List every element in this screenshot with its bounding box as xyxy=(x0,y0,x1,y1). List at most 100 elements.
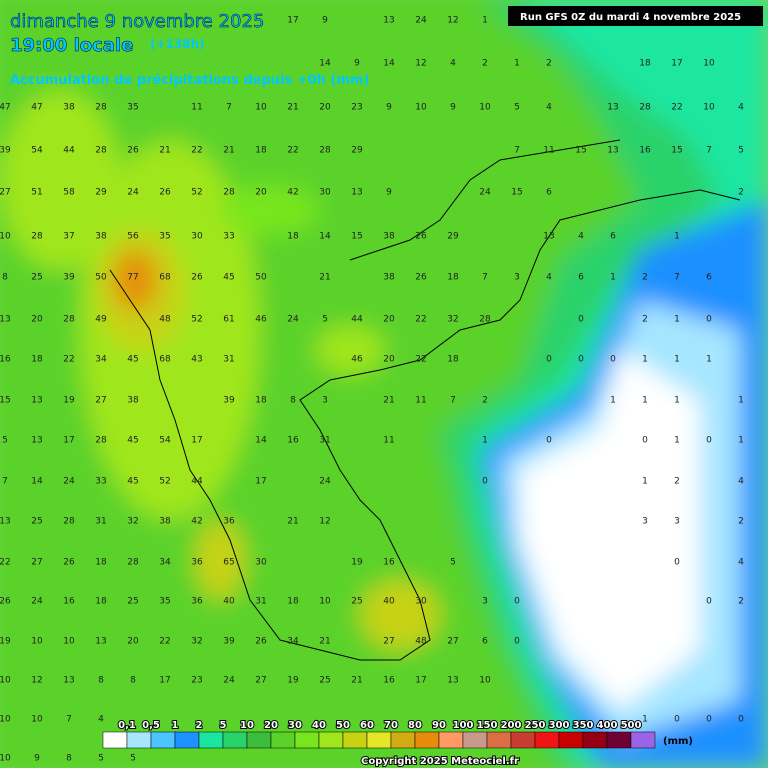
grid-value: 28 xyxy=(63,517,75,527)
legend-label: 90 xyxy=(432,720,446,731)
grid-value: 23 xyxy=(351,103,362,113)
subtitle: Accumulation de précipitations depuis +0… xyxy=(10,73,369,88)
grid-value: 0 xyxy=(514,597,520,607)
grid-value: 44 xyxy=(63,146,75,156)
grid-value: 20 xyxy=(383,315,395,325)
grid-value: 25 xyxy=(127,597,138,607)
grid-value: 24 xyxy=(223,676,235,686)
grid-value: 20 xyxy=(319,103,331,113)
grid-value: 14 xyxy=(31,477,43,487)
grid-value: 9 xyxy=(34,754,40,764)
legend-label: 500 xyxy=(621,720,642,731)
grid-value: 58 xyxy=(63,188,75,198)
legend-label: 300 xyxy=(549,720,570,731)
grid-value: 46 xyxy=(351,355,363,365)
grid-value: 24 xyxy=(63,477,75,487)
grid-value: 33 xyxy=(223,232,234,242)
grid-value: 1 xyxy=(706,355,712,365)
grid-value: 1 xyxy=(514,59,520,69)
legend-label: 60 xyxy=(360,720,374,731)
grid-value: 18 xyxy=(31,355,43,365)
legend-label: 70 xyxy=(384,720,398,731)
grid-value: 27 xyxy=(0,188,11,198)
grid-value: 26 xyxy=(255,637,267,647)
grid-value: 52 xyxy=(191,188,202,198)
grid-value: 21 xyxy=(319,273,330,283)
legend-swatch xyxy=(510,731,536,749)
grid-value: 27 xyxy=(447,637,458,647)
grid-value: 0 xyxy=(578,315,584,325)
grid-value: 30 xyxy=(255,558,267,568)
grid-value: 16 xyxy=(383,676,395,686)
grid-value: 13 xyxy=(31,396,42,406)
legend-swatch xyxy=(390,731,416,749)
legend-swatch xyxy=(366,731,392,749)
grid-value: 39 xyxy=(223,637,235,647)
grid-value: 13 xyxy=(63,676,74,686)
grid-value: 11 xyxy=(415,396,426,406)
grid-value: 29 xyxy=(447,232,459,242)
grid-value: 15 xyxy=(511,188,522,198)
grid-value: 1 xyxy=(674,436,680,446)
grid-value: 7 xyxy=(482,273,488,283)
grid-value: 21 xyxy=(223,146,234,156)
grid-value: 13 xyxy=(383,16,394,26)
grid-value: 0 xyxy=(706,436,712,446)
grid-value: 2 xyxy=(482,396,488,406)
grid-value: 56 xyxy=(127,232,139,242)
grid-value: 0 xyxy=(642,436,648,446)
grid-value: 15 xyxy=(575,146,586,156)
legend-label: 5 xyxy=(220,720,227,731)
legend-swatch xyxy=(102,731,128,749)
grid-value: 10 xyxy=(31,637,43,647)
grid-value: 22 xyxy=(191,146,202,156)
legend-label: 50 xyxy=(336,720,350,731)
grid-value: 31 xyxy=(223,355,234,365)
grid-value: 24 xyxy=(31,597,43,607)
grid-value: 7 xyxy=(450,396,456,406)
grid-value: 22 xyxy=(415,315,426,325)
grid-value: 34 xyxy=(159,558,171,568)
legend-label: 80 xyxy=(408,720,422,731)
grid-value: 24 xyxy=(479,188,491,198)
legend-label: 100 xyxy=(453,720,474,731)
grid-value: 4 xyxy=(546,103,552,113)
legend-label: 150 xyxy=(477,720,498,731)
grid-value: 51 xyxy=(31,188,42,198)
grid-value: 48 xyxy=(159,315,171,325)
grid-value: 32 xyxy=(191,637,202,647)
grid-value: 36 xyxy=(191,597,203,607)
legend-unit: (mm) xyxy=(663,736,693,747)
grid-value: 10 xyxy=(703,103,715,113)
grid-value: 21 xyxy=(319,637,330,647)
grid-value: 16 xyxy=(383,558,395,568)
grid-value: 10 xyxy=(415,103,427,113)
grid-value: 19 xyxy=(0,637,11,647)
grid-value: 32 xyxy=(447,315,458,325)
grid-value: 0 xyxy=(546,436,552,446)
grid-value: 20 xyxy=(127,637,139,647)
grid-value: 16 xyxy=(287,436,299,446)
grid-value: 40 xyxy=(383,597,395,607)
grid-value: 26 xyxy=(415,273,427,283)
grid-value: 28 xyxy=(479,315,491,325)
grid-value: 28 xyxy=(63,315,75,325)
grid-value: 21 xyxy=(287,517,298,527)
grid-value: 12 xyxy=(31,676,42,686)
legend-label: 40 xyxy=(312,720,326,731)
grid-value: 12 xyxy=(415,59,426,69)
grid-value: 5 xyxy=(130,754,136,764)
grid-value: 1 xyxy=(610,396,616,406)
grid-value: 26 xyxy=(159,188,171,198)
grid-value: 25 xyxy=(351,597,362,607)
grid-value: 1 xyxy=(674,396,680,406)
grid-value: 22 xyxy=(0,558,11,568)
grid-value: 77 xyxy=(127,273,138,283)
grid-value: 28 xyxy=(639,103,651,113)
grid-value: 0 xyxy=(674,558,680,568)
grid-value: 31 xyxy=(319,436,330,446)
grid-value: 30 xyxy=(319,188,331,198)
legend-swatch xyxy=(342,731,368,749)
legend-swatch xyxy=(462,731,488,749)
grid-value: 8 xyxy=(2,273,8,283)
